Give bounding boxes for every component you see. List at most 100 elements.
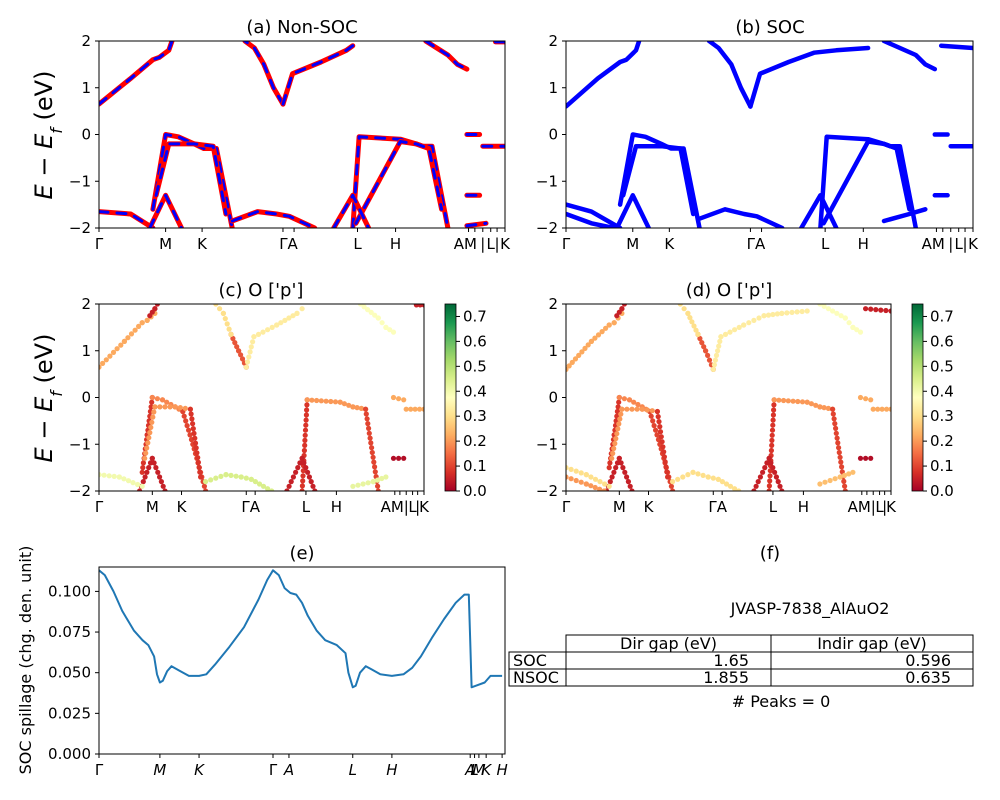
x-tick-label: H xyxy=(858,235,869,253)
band-point xyxy=(151,460,157,466)
band-point xyxy=(226,326,232,332)
band-point xyxy=(369,449,375,456)
band-point xyxy=(192,435,198,441)
band-point xyxy=(715,476,721,482)
band-point xyxy=(110,349,117,355)
colorbar-tick-label: 0.7 xyxy=(930,307,954,325)
band-point xyxy=(857,455,864,461)
band-point xyxy=(751,488,757,491)
band-point xyxy=(695,331,701,337)
band-point xyxy=(142,474,148,480)
band-point xyxy=(255,331,262,337)
band-point xyxy=(732,486,738,491)
x-tick-label: L xyxy=(875,498,884,516)
panel-b: (b) SOC 210−1−2 Γ M K ΓA L H AM | L | K xyxy=(536,17,979,253)
panel-d: (d) O ['p'] 210−1−2 Γ M K ΓA L H AM | L|K 0.00.1… xyxy=(536,280,954,516)
colorbar-tick-label: 0.2 xyxy=(930,432,954,450)
band-point xyxy=(130,480,136,486)
y-tick-label: 0.050 xyxy=(48,664,91,682)
y-tick-label: −2 xyxy=(536,219,558,237)
band-point xyxy=(243,364,249,370)
band-point xyxy=(201,483,207,489)
band-point xyxy=(629,406,635,412)
band-point xyxy=(579,349,585,355)
band-point xyxy=(833,430,839,436)
band-line xyxy=(620,143,696,217)
band-point xyxy=(773,474,780,480)
band-point xyxy=(830,411,836,417)
band-point xyxy=(208,477,214,483)
band-point xyxy=(203,479,209,485)
band-point xyxy=(304,407,310,413)
band-point xyxy=(613,436,619,442)
panel-d-title: (d) O ['p'] xyxy=(686,280,772,301)
band-point xyxy=(132,327,138,333)
band-point xyxy=(659,439,665,445)
x-tick-label: K xyxy=(644,498,655,516)
band-point xyxy=(383,324,389,330)
panel-d-colorbar-ticks: 0.0 0.1 0.2 0.3 0.4 0.5 0.6 0.7 xyxy=(923,307,954,500)
band-point xyxy=(626,397,633,403)
band-point xyxy=(290,474,296,480)
x-tick-label: K xyxy=(968,235,979,253)
band-point xyxy=(657,424,663,430)
band-point xyxy=(776,397,782,403)
band-point xyxy=(412,406,418,412)
band-point xyxy=(162,404,168,410)
y-tick-label: −2 xyxy=(69,219,91,237)
band-point xyxy=(613,465,619,471)
x-tick-label: L xyxy=(769,498,778,516)
colorbar-tick-label: 0.7 xyxy=(463,307,487,325)
band-point xyxy=(305,469,311,475)
band-point xyxy=(664,469,670,475)
y-tick-label: −1 xyxy=(69,435,91,453)
band-point xyxy=(656,419,662,425)
band-point xyxy=(755,479,761,485)
band-point xyxy=(595,332,602,338)
band-point xyxy=(648,413,654,419)
band-point xyxy=(569,359,575,365)
table-cell xyxy=(770,668,974,687)
band-point xyxy=(821,304,827,309)
band-point xyxy=(687,315,693,321)
band-point xyxy=(761,313,767,319)
band-point xyxy=(616,455,622,461)
band-point xyxy=(365,480,371,486)
band-point xyxy=(627,483,633,489)
x-tick-label: | xyxy=(948,235,953,253)
x-tick-label: ΓA xyxy=(241,498,260,516)
band-point xyxy=(372,464,378,470)
band-point xyxy=(183,418,189,424)
band-point xyxy=(718,334,724,340)
x-tick-label: K xyxy=(500,235,511,253)
band-point xyxy=(863,396,869,402)
x-tick-label: ΓA xyxy=(747,235,766,253)
band-point xyxy=(863,455,869,461)
band-line xyxy=(151,133,234,228)
band-point xyxy=(143,450,149,456)
band-point xyxy=(610,450,616,456)
band-point xyxy=(771,397,777,403)
band-point xyxy=(568,466,574,472)
colorbar-tick-label: 0.2 xyxy=(463,432,487,450)
band-point xyxy=(121,338,127,344)
band-point xyxy=(100,360,106,366)
band-point xyxy=(635,401,641,408)
band-point xyxy=(658,434,664,440)
band-point xyxy=(727,483,734,489)
band-point xyxy=(883,307,889,314)
band-point xyxy=(606,322,612,328)
band-point xyxy=(218,473,224,479)
band-point xyxy=(149,419,155,425)
band-point xyxy=(699,340,705,346)
band-point xyxy=(668,483,675,489)
band-point xyxy=(387,327,393,333)
band-point xyxy=(310,483,316,489)
band-point xyxy=(573,468,579,474)
band-point xyxy=(817,304,823,307)
band-point xyxy=(616,399,622,405)
band-point xyxy=(634,406,640,412)
band-point xyxy=(875,406,881,412)
band-point xyxy=(710,475,716,481)
y-tick-label: 0 xyxy=(548,126,558,144)
